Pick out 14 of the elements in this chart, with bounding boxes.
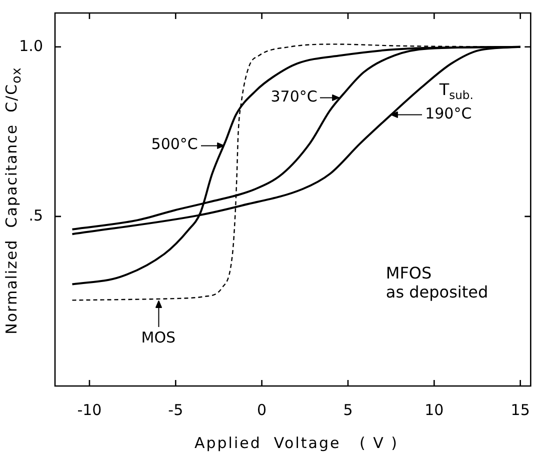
x-tick-label: 0 (257, 400, 267, 419)
x-axis-title: Applied Voltage ( V ) (194, 434, 400, 452)
y-tick-label: 1.0 (19, 36, 43, 55)
annotation: 370°C (270, 88, 318, 106)
x-tick-label: 5 (343, 400, 353, 419)
annotation: 190°C (425, 104, 472, 123)
x-tick-label: -10 (77, 400, 102, 419)
x-tick-label: 10 (424, 400, 444, 419)
y-tick-label: .5 (28, 206, 43, 224)
annotation: MOS (141, 328, 176, 347)
x-tick-label: 15 (510, 400, 530, 419)
annotation: MFOS as deposited (386, 263, 488, 302)
x-tick-label: -5 (168, 400, 184, 419)
annotation: 500°C (151, 135, 198, 154)
